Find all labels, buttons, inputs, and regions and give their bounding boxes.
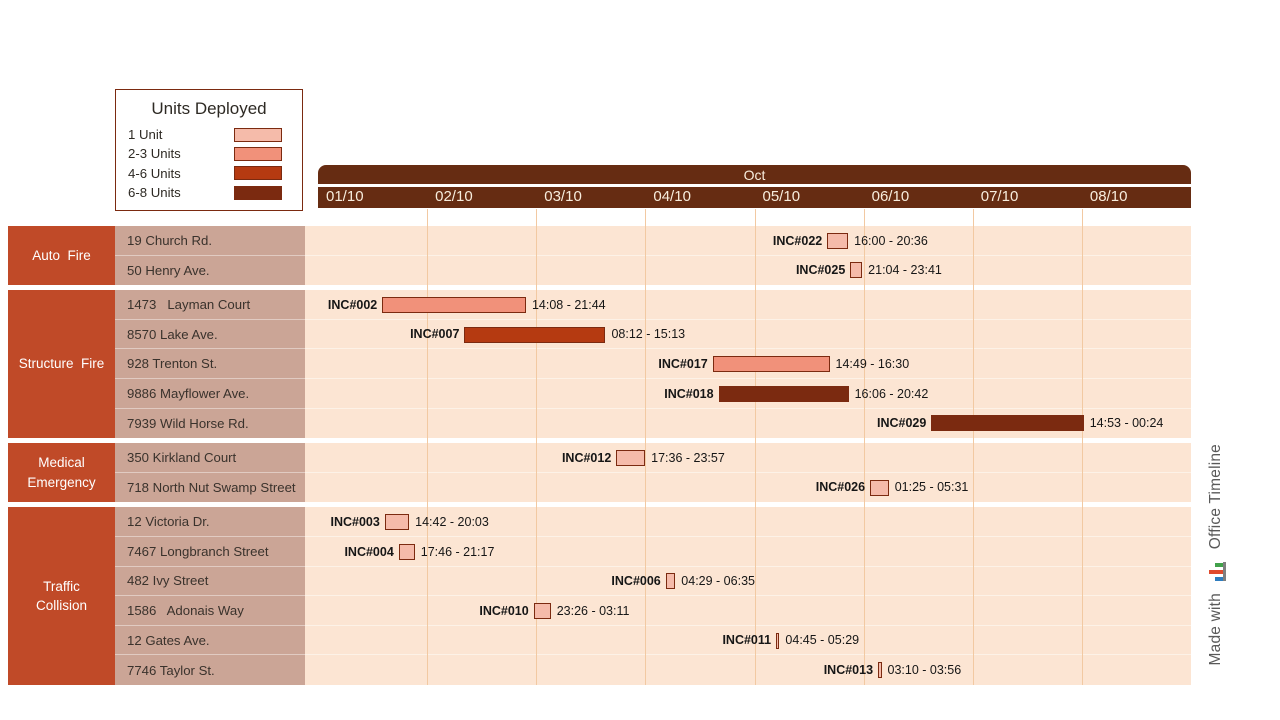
date-label: 03/10 [544,188,582,205]
address-cell: 482 Ivy Street [115,567,305,597]
row-background [305,255,1191,286]
address-cell: 1473 Layman Court [115,290,305,320]
row-background [305,472,1191,503]
category-cell: Structure Fire [8,290,115,439]
row-background [305,226,1191,256]
section: Medical Emergency 350 Kirkland Court 718 N… [8,443,1191,503]
date-label: 02/10 [435,188,473,205]
legend-swatch-unit_1 [234,127,282,142]
legend-title: Units Deployed [151,99,267,118]
legend-item-label: 2-3 Units [128,146,181,162]
category-cell: Medical Emergency [8,443,115,503]
chart-rows-column [305,290,1191,439]
chart-rows-column [305,226,1191,286]
timeline-month-band: Oct [318,165,1191,184]
address-cell: 718 North Nut Swamp Street [127,480,296,496]
row-background [305,408,1191,439]
legend-item-label: 4-6 Units [128,165,181,181]
logo-blue-bar [1215,577,1223,582]
address-cell: 12 Victoria Dr. [115,507,305,537]
section: Traffic Collision 12 Victoria Dr. 7467 Lon… [8,507,1191,685]
section: Auto Fire 19 Church Rd. 50 Henry Ave. [8,226,1191,286]
month-label: Oct [743,166,766,183]
address-cell: 1586 Adonais Way [115,596,305,626]
branding-product-label: Office Timeline [1207,444,1224,550]
date-label: 05/10 [762,188,801,205]
logo-green-bar [1215,563,1223,568]
address-column: 19 Church Rd. 50 Henry Ave. [115,226,305,286]
date-label: 04/10 [653,188,691,205]
address-cell: 7939 Wild Horse Rd. [127,415,249,431]
address-column: 1473 Layman Court 8570 Lake Ave. 928 Trent… [115,290,305,439]
address-cell: 7467 Longbranch Street [115,537,305,567]
legend-item-label: 6-8 Units [128,185,181,201]
row-background [305,566,1191,597]
row-background [305,625,1191,656]
row-background [305,507,1191,537]
legend-swatch-unit_6_8 [234,185,282,200]
branding: Office Timeline Made with [1201,444,1231,666]
address-cell: 928 Trenton St. [115,349,305,379]
legend-swatch-unit_2_3 [234,146,282,161]
address-column: 350 Kirkland Court 718 North Nut Swamp St… [115,443,305,503]
row-background [305,536,1191,567]
legend-item: 2-3 Units [116,144,302,163]
date-label: 06/10 [871,188,910,205]
row-background [305,319,1191,350]
row-background [305,655,1191,685]
branding-made-with-label: Made with [1207,593,1224,666]
legend-item: 6-8 Units [116,183,302,202]
legend-item-label: 1 Unit [128,127,163,143]
address-column: 12 Victoria Dr. 7467 Longbranch Street 482… [115,507,305,685]
legend-item: 1 Unit [116,125,302,144]
logo-orange-bar [1209,570,1223,575]
date-label: 01/10 [326,188,364,205]
date-label: 08/10 [1089,188,1128,205]
legend-items: 1 Unit 2-3 Units 4-6 Units 6-8 Units [116,125,302,202]
section: Structure Fire 1473 Layman Court 8570 Lake… [8,290,1191,439]
address-cell: 12 Gates Ave. [115,626,305,656]
legend-swatch-unit_4_6 [234,166,282,181]
legend-units-deployed: Units Deployed 1 Unit 2-3 Units 4-6 Units 6… [115,89,303,211]
chart-rows-column [305,443,1191,503]
address-cell: 7746 Taylor St. [127,662,215,678]
address-cell: 8570 Lake Ave. [115,320,305,350]
timeline-date-band: 01/10 02/10 03/10 04/10 05/10 06/10 07/10 08/10 [318,187,1191,208]
legend-item: 4-6 Units [116,164,302,183]
address-cell: 19 Church Rd. [115,226,305,256]
address-cell: 350 Kirkland Court [115,443,305,473]
row-background [305,349,1191,379]
date-label: 07/10 [980,188,1019,205]
row-background [305,443,1191,473]
row-background [305,596,1191,626]
row-background [305,290,1191,320]
chart-rows-column [305,507,1191,685]
address-cell: 9886 Mayflower Ave. [115,379,305,409]
category-cell: Traffic Collision [8,507,115,685]
category-cell: Auto Fire [8,226,115,286]
logo-axis [1223,562,1226,582]
office-timeline-logo-icon [1203,558,1229,584]
row-background [305,378,1191,409]
address-cell: 50 Henry Ave. [127,262,210,278]
